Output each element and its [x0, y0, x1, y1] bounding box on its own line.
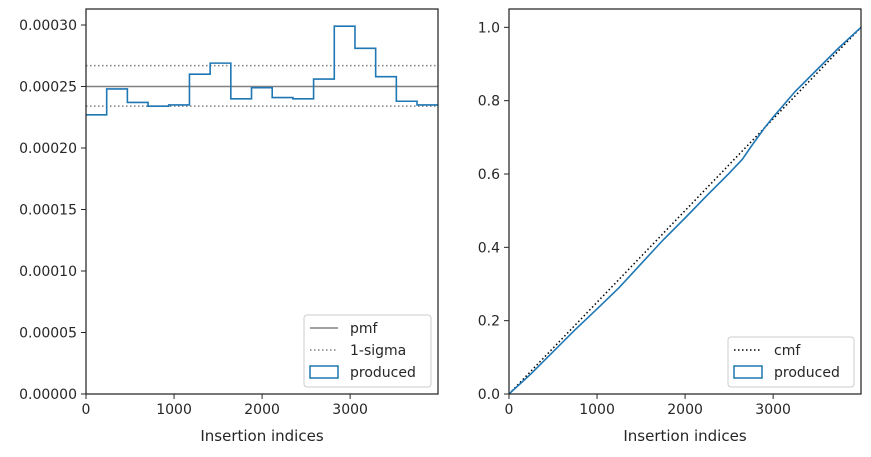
x-axis-label: Insertion indices — [623, 427, 746, 445]
legend-label: produced — [350, 365, 416, 381]
legend-label: pmf — [350, 321, 379, 337]
legend-swatch-box — [733, 365, 763, 379]
series-produced — [86, 25, 438, 116]
y-tick-label: 0.00005 — [19, 325, 77, 341]
plot-frame — [508, 8, 862, 395]
x-tick-label: 0 — [505, 402, 514, 418]
x-tick-label: 1000 — [156, 402, 192, 418]
legend-swatch-box — [309, 365, 339, 379]
right-chart-cmf: 0 1000 2000 3000 0.0 0.2 0.4 0.6 0.8 1.0 Insertion… — [478, 8, 862, 445]
y-tick-label: 0.00000 — [19, 387, 77, 403]
y-tick-label: 0.00015 — [19, 202, 77, 218]
legend: cmf produced — [727, 336, 855, 388]
left-chart-pmf: 0 1000 2000 3000 0.00000 0.00005 0.00010 0.0001… — [19, 8, 439, 445]
y-tick-label: 0.00025 — [19, 79, 77, 95]
legend-label: 1-sigma — [350, 343, 406, 359]
x-tick-label: 0 — [82, 402, 91, 418]
legend: pmf 1-sigma produced — [303, 314, 432, 388]
x-tick-label: 2000 — [667, 402, 703, 418]
y-tick-label: 0.00010 — [19, 264, 77, 280]
y-tick-label: 0.00030 — [19, 18, 77, 34]
y-tick-label: 0.6 — [478, 167, 500, 183]
y-tick-label: 1.0 — [478, 20, 500, 36]
x-tick-label: 1000 — [579, 402, 615, 418]
y-tick-label: 0.0 — [478, 387, 500, 403]
legend-label: produced — [774, 365, 840, 381]
x-tick-label: 3000 — [332, 402, 368, 418]
legend-box — [303, 314, 432, 388]
legend-label: cmf — [774, 343, 801, 359]
series-cmf — [509, 26, 861, 394]
y-tick-label: 0.2 — [478, 314, 500, 330]
x-tick-label: 3000 — [755, 402, 791, 418]
x-axis-label: Insertion indices — [200, 427, 323, 445]
x-tick-label: 2000 — [244, 402, 280, 418]
y-tick-label: 0.4 — [478, 240, 500, 256]
y-tick-label: 0.8 — [478, 94, 500, 110]
series-produced — [509, 26, 861, 394]
y-tick-label: 0.00020 — [19, 141, 77, 157]
